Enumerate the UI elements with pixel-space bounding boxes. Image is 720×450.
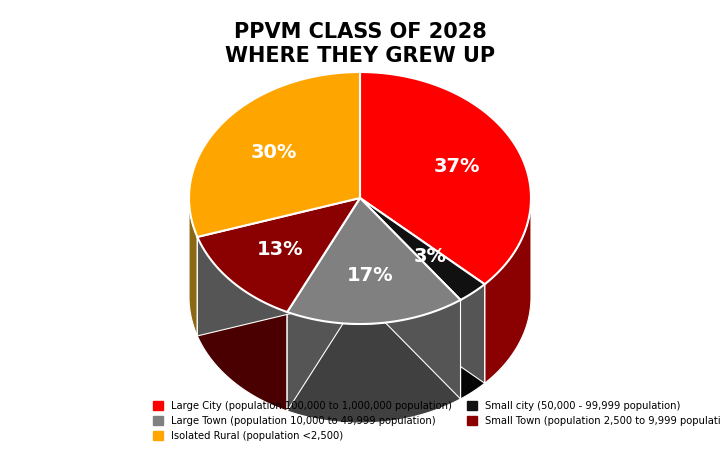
Ellipse shape — [189, 171, 531, 423]
Polygon shape — [287, 300, 461, 423]
Polygon shape — [197, 198, 360, 336]
Polygon shape — [287, 198, 360, 411]
Polygon shape — [360, 72, 531, 284]
Text: 17%: 17% — [346, 266, 393, 285]
Polygon shape — [197, 198, 360, 312]
Legend: Large City (population 100,000 to 1,000,000 population), Large Town (population : Large City (population 100,000 to 1,000,… — [149, 397, 720, 445]
Polygon shape — [360, 198, 485, 300]
Polygon shape — [287, 198, 461, 324]
Text: 3%: 3% — [413, 247, 446, 266]
Polygon shape — [485, 198, 531, 383]
Polygon shape — [360, 198, 485, 383]
Polygon shape — [197, 237, 287, 411]
Polygon shape — [461, 284, 485, 399]
Polygon shape — [360, 198, 461, 399]
Text: PPVM CLASS OF 2028
WHERE THEY GREW UP: PPVM CLASS OF 2028 WHERE THEY GREW UP — [225, 22, 495, 66]
Polygon shape — [189, 199, 197, 336]
Polygon shape — [189, 72, 360, 237]
Text: 37%: 37% — [434, 158, 480, 176]
Text: 13%: 13% — [257, 240, 304, 259]
Text: 30%: 30% — [251, 143, 297, 162]
